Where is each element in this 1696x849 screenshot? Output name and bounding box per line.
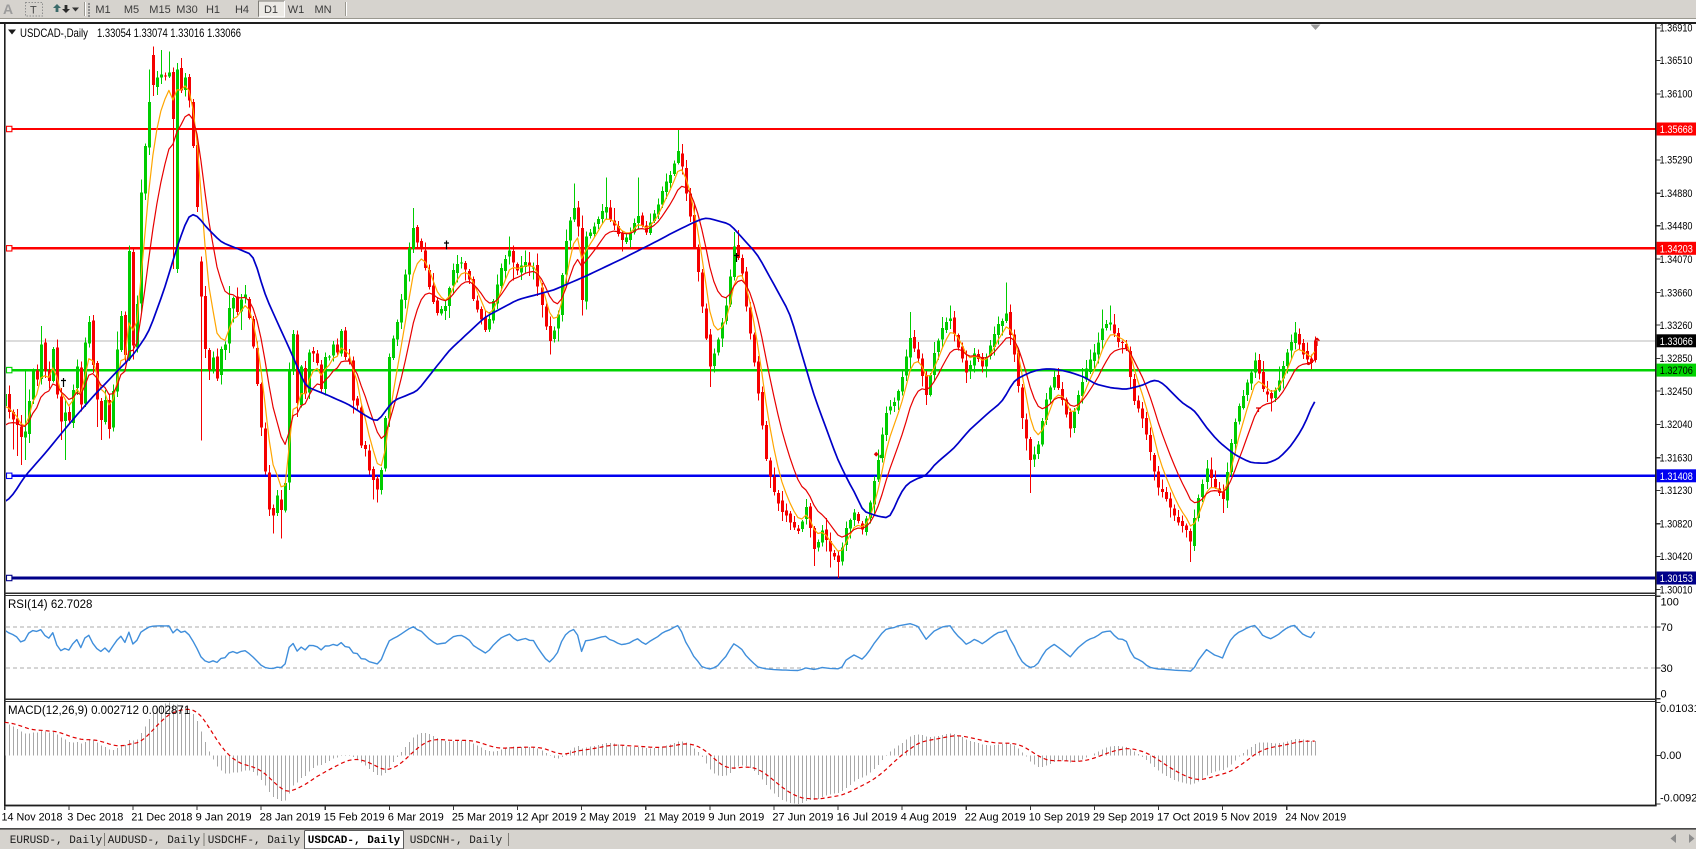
svg-text:100: 100 — [1661, 597, 1679, 609]
svg-text:1.33054 1.33074 1.33016 1.3306: 1.33054 1.33074 1.33016 1.33066 — [97, 26, 241, 40]
svg-text:1.30153: 1.30153 — [1660, 573, 1693, 585]
svg-text:1.34480: 1.34480 — [1660, 221, 1693, 233]
svg-text:12 Apr 2019: 12 Apr 2019 — [516, 812, 577, 824]
svg-text:1.30820: 1.30820 — [1660, 519, 1693, 531]
svg-text:24 Nov 2019: 24 Nov 2019 — [1285, 812, 1346, 824]
svg-text:1.33066: 1.33066 — [1660, 336, 1693, 348]
svg-text:0.010311: 0.010311 — [1660, 703, 1696, 715]
svg-text:1.32040: 1.32040 — [1660, 419, 1693, 431]
svg-text:70: 70 — [1661, 622, 1673, 634]
svg-text:1.33660: 1.33660 — [1660, 287, 1693, 299]
svg-text:6 Mar 2019: 6 Mar 2019 — [388, 812, 444, 824]
svg-text:15 Feb 2019: 15 Feb 2019 — [324, 812, 385, 824]
svg-text:M30: M30 — [176, 4, 197, 16]
svg-text:1.34880: 1.34880 — [1660, 188, 1693, 200]
svg-text:21 May 2019: 21 May 2019 — [644, 812, 705, 824]
svg-text:H1: H1 — [206, 4, 220, 16]
svg-text:29 Sep 2019: 29 Sep 2019 — [1093, 812, 1154, 824]
svg-text:1.34070: 1.34070 — [1660, 254, 1693, 266]
svg-text:W1: W1 — [288, 4, 305, 16]
svg-text:1.33260: 1.33260 — [1660, 320, 1693, 332]
svg-text:USDCAD-, Daily: USDCAD-, Daily — [308, 835, 401, 847]
svg-text:D1: D1 — [264, 4, 278, 16]
svg-text:M1: M1 — [95, 4, 110, 16]
svg-text:25 Mar 2019: 25 Mar 2019 — [452, 812, 513, 824]
svg-text:30: 30 — [1661, 663, 1673, 675]
svg-text:MN: MN — [314, 4, 331, 16]
svg-text:1.30010: 1.30010 — [1660, 584, 1693, 596]
svg-text:1.36100: 1.36100 — [1660, 89, 1693, 101]
svg-text:USDCHF-, Daily: USDCHF-, Daily — [208, 835, 301, 847]
svg-text:10 Sep 2019: 10 Sep 2019 — [1029, 812, 1090, 824]
svg-text:22 Aug 2019: 22 Aug 2019 — [965, 812, 1026, 824]
svg-text:21 Dec 2018: 21 Dec 2018 — [131, 812, 192, 824]
svg-text:27 Jun 2019: 27 Jun 2019 — [772, 812, 833, 824]
svg-text:16 Jul 2019: 16 Jul 2019 — [837, 812, 898, 824]
svg-text:1.30420: 1.30420 — [1660, 551, 1693, 563]
svg-text:1.32706: 1.32706 — [1660, 365, 1693, 377]
svg-text:1.31630: 1.31630 — [1660, 453, 1693, 465]
svg-text:3 Dec 2018: 3 Dec 2018 — [67, 812, 123, 824]
svg-text:1.32450: 1.32450 — [1660, 386, 1693, 398]
svg-text:1.31230: 1.31230 — [1660, 485, 1693, 497]
svg-text:RSI(14) 62.7028: RSI(14) 62.7028 — [8, 599, 92, 611]
svg-text:EURUSD-, Daily: EURUSD-, Daily — [10, 835, 103, 847]
svg-text:M5: M5 — [124, 4, 139, 16]
svg-text:1.36910: 1.36910 — [1660, 23, 1693, 35]
svg-text:5 Nov 2019: 5 Nov 2019 — [1221, 812, 1277, 824]
svg-text:MACD(12,26,9) 0.002712 0.00287: MACD(12,26,9) 0.002712 0.002871 — [8, 705, 190, 717]
svg-text:14 Nov 2018: 14 Nov 2018 — [2, 812, 63, 824]
svg-text:4 Aug 2019: 4 Aug 2019 — [901, 812, 957, 824]
svg-text:1.35290: 1.35290 — [1660, 155, 1693, 167]
svg-text:A: A — [3, 1, 13, 17]
svg-text:9 Jun 2019: 9 Jun 2019 — [708, 812, 764, 824]
svg-text:AUDUSD-, Daily: AUDUSD-, Daily — [108, 835, 201, 847]
svg-text:M15: M15 — [149, 4, 170, 16]
svg-text:9 Jan 2019: 9 Jan 2019 — [196, 812, 252, 824]
svg-text:T: T — [30, 5, 37, 17]
svg-text:H4: H4 — [235, 4, 249, 16]
svg-text:28 Jan 2019: 28 Jan 2019 — [260, 812, 321, 824]
svg-text:0: 0 — [1661, 689, 1667, 701]
svg-text:1.31408: 1.31408 — [1660, 471, 1693, 483]
svg-text:-0.00920: -0.00920 — [1660, 793, 1696, 805]
svg-text:1.34203: 1.34203 — [1660, 243, 1693, 255]
svg-text:0.00: 0.00 — [1660, 750, 1681, 762]
svg-text:1.32850: 1.32850 — [1660, 353, 1693, 365]
svg-text:USDCNH-, Daily: USDCNH-, Daily — [410, 835, 503, 847]
svg-text:USDCAD-,Daily: USDCAD-,Daily — [20, 26, 88, 40]
svg-text:1.36510: 1.36510 — [1660, 55, 1693, 67]
svg-text:17 Oct 2019: 17 Oct 2019 — [1157, 812, 1218, 824]
svg-text:1.35668: 1.35668 — [1660, 124, 1693, 136]
svg-text:2 May 2019: 2 May 2019 — [580, 812, 636, 824]
